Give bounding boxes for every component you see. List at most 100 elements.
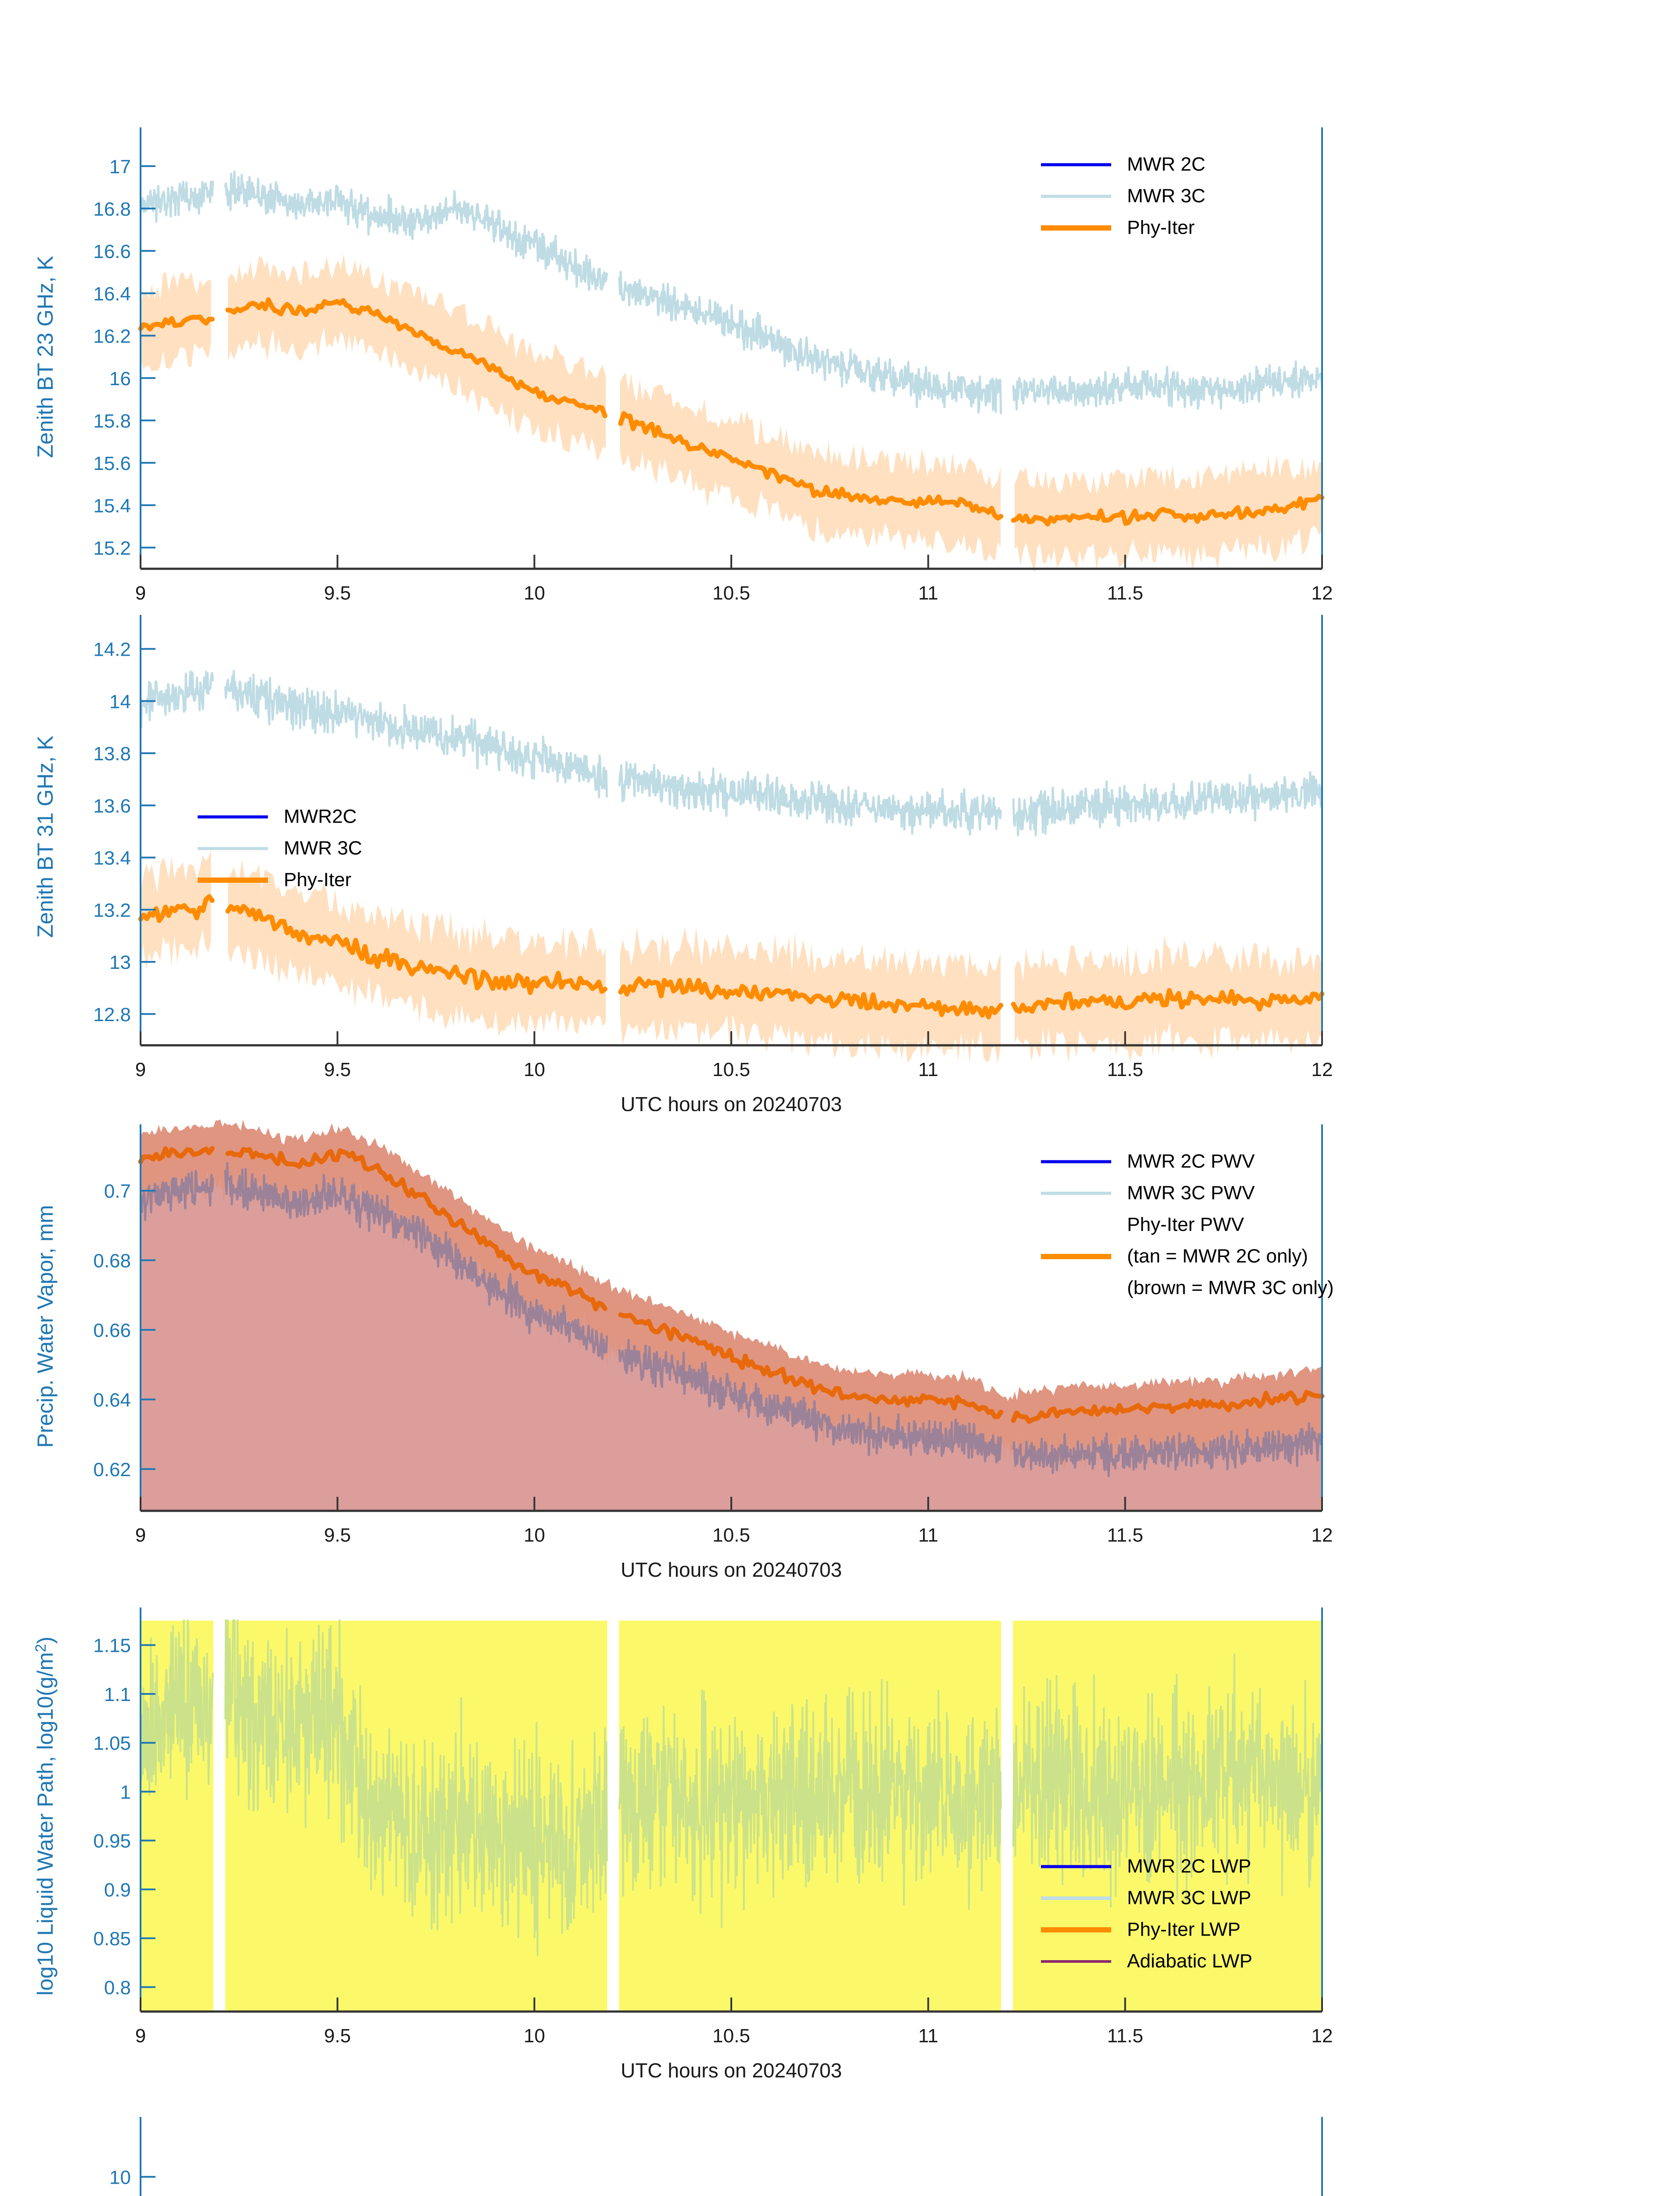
x-tick-label: 9 [135, 1524, 146, 1546]
x-tick-label: 10.5 [712, 582, 750, 604]
series-line-mwr-3c-pwv [618, 1339, 1002, 1464]
x-tick-label: 11.5 [1107, 1059, 1143, 1080]
series-line-mwr-3c [224, 170, 608, 291]
y-tick-label: 13.2 [93, 899, 131, 921]
x-tick-label: 10.5 [712, 1524, 750, 1546]
panel-bt31: 12.8 13 13.2 13.4 13.6 13.8 14 14.2 9 9.5 10 10.5 11… [0, 615, 1680, 1111]
legend-label: (tan = MWR 2C only) [1127, 1246, 1308, 1267]
x-tick-label: 11.5 [1107, 2025, 1143, 2047]
y-tick-label: 0.64 [93, 1389, 131, 1411]
y-tick-label: 0.7 [104, 1181, 131, 1202]
uncertainty-band [620, 372, 1001, 562]
y-tick-label: 15.8 [93, 410, 131, 432]
x-tick-label: 12 [1311, 2025, 1333, 2047]
x-tick-label: 11 [918, 1059, 938, 1080]
x-tick-label: 9.5 [324, 1059, 351, 1080]
y-tick-label: 10 [109, 2167, 131, 2188]
y-tick-label: 13.8 [93, 743, 131, 765]
y-tick-label: 0.95 [93, 1831, 131, 1852]
panel-bt23: 15.2 15.4 15.6 15.8 16 16.2 16.4 16.6 16.8 17 9 9.5… [0, 66, 1680, 615]
y-tick-label: 13 [109, 952, 131, 973]
x-tick-label: 9.5 [324, 2025, 351, 2047]
x-tick-label: 10.5 [712, 1059, 750, 1080]
series-line-phy-iter [225, 904, 607, 995]
y-tick-label: 12.8 [93, 1004, 131, 1026]
uncertainty-band [228, 860, 606, 1036]
y-axis-label-tail: ) [33, 1636, 58, 1644]
x-tick-label: 9 [135, 2025, 146, 2047]
x-axis-label: UTC hours on 20240703 [621, 2059, 842, 2082]
legend-label: Phy-Iter [284, 869, 351, 891]
y-axis-label-main: log10 Liquid Water Path, log10(g/m [33, 1652, 58, 1996]
x-tick-label: 10 [524, 582, 545, 604]
legend-label: Phy-Iter [1127, 217, 1195, 238]
y-tick-label: 0.8 [104, 1977, 131, 1998]
x-tick-label: 11.5 [1107, 1524, 1143, 1546]
legend-label: (brown = MWR 3C only) [1127, 1277, 1334, 1299]
legend-label: Phy-Iter PWV [1127, 1214, 1244, 1235]
series-line-mwr-3c-lwp [140, 1619, 214, 1801]
series-line-phy-iter [618, 976, 1004, 1019]
y-tick-label: 15.4 [93, 495, 131, 516]
x-axis-label: UTC hours on 20240703 [621, 1558, 842, 1581]
uncertainty-band [228, 254, 606, 462]
legend-label: Phy-Iter LWP [1127, 1919, 1240, 1940]
series-line-phy-iter [618, 411, 1004, 521]
series-line-phy-iter [138, 894, 215, 923]
legend-label: MWR2C [284, 806, 357, 827]
y-tick-label: 0.62 [93, 1459, 131, 1481]
series-line-phy-iter [1011, 988, 1325, 1014]
series-line-phy-iter-pwv [225, 1147, 607, 1311]
y-tick-label: 1.05 [93, 1733, 131, 1754]
y-tick-label: 15.6 [93, 453, 131, 474]
legend-label: Adiabatic LWP [1127, 1950, 1252, 1972]
y-axis-label: Zenith BT 23 GHz, K [33, 256, 58, 458]
legend: MWR2C MWR 3C Phy-Iter [198, 806, 362, 891]
series-line-mwr-3c-pwv [1012, 1422, 1323, 1477]
x-tick-label: 11 [918, 1524, 938, 1546]
y-tick-label: 1.15 [93, 1635, 131, 1657]
y-axis-label: log10 Liquid Water Path, log10(g/m2) [33, 1636, 58, 1996]
y-tick-label: 16.8 [93, 199, 131, 220]
y-tick-label: 14.2 [93, 639, 131, 661]
legend-label: MWR 3C [284, 838, 362, 859]
x-tick-label: 10.5 [712, 2025, 750, 2047]
legend: MWR 2C MWR 3C Phy-Iter [1041, 154, 1205, 238]
y-tick-label: 16.6 [93, 241, 131, 262]
x-tick-label: 10 [524, 1524, 545, 1546]
series-line-phy-iter [1011, 494, 1325, 527]
uncertainty-band [620, 927, 1001, 1064]
series-line-phy-iter-pwv [618, 1312, 1004, 1419]
x-tick-label: 12 [1311, 582, 1333, 604]
series-line-mwr-3c-lwp [1012, 1653, 1323, 1908]
series-line-phy-iter-pwv [138, 1146, 215, 1164]
series-line-mwr-3c [618, 761, 1002, 836]
y-axis-label-superscript: 2 [33, 1644, 49, 1652]
y-tick-label: 16.2 [93, 325, 131, 347]
x-tick-label: 12 [1311, 1059, 1333, 1080]
legend-label: MWR 2C PWV [1127, 1151, 1255, 1172]
y-tick-label: 16 [109, 368, 131, 390]
x-tick-label: 9 [135, 1059, 146, 1080]
series-line-mwr-3c [139, 181, 214, 223]
x-tick-label: 9.5 [324, 582, 351, 604]
legend-label: MWR 3C [1127, 185, 1205, 207]
panel-bt31-svg: 12.8 13 13.2 13.4 13.6 13.8 14 14.2 9 9.5 10 10.5 11… [33, 615, 1333, 1111]
legend: MWR 2C PWV MWR 3C PWV Phy-Iter PWV (tan = M… [1041, 1151, 1334, 1299]
uncertainty-band [1015, 455, 1322, 573]
y-tick-label: 1.1 [104, 1684, 131, 1705]
x-tick-label: 12 [1311, 1524, 1333, 1546]
series-line-phy-iter-pwv [1011, 1390, 1325, 1424]
series-line-mwr-3c-lwp [618, 1679, 1002, 1929]
panel-lwp: 0.8 0.85 0.9 0.95 1 1.05 1.1 1.15 9 9.5 10 10.5 11 11… [0, 1607, 1680, 2108]
legend-label: MWR 3C PWV [1127, 1182, 1255, 1204]
series-line-phy-iter [138, 314, 215, 332]
y-tick-label: 14 [109, 691, 131, 712]
series-line-mwr-3c [618, 271, 1002, 415]
x-tick-label: 11 [918, 2025, 938, 2047]
x-tick-label: 10 [524, 2025, 545, 2047]
x-tick-label: 9.5 [324, 1524, 351, 1546]
